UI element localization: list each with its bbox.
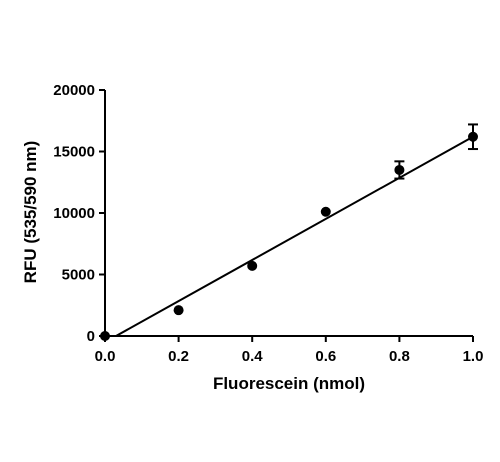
x-tick-label: 1.0 xyxy=(463,348,484,365)
y-tick-label: 15000 xyxy=(53,144,95,161)
data-point xyxy=(247,260,258,271)
y-axis-title: RFU (535/590 nm) xyxy=(21,141,40,284)
x-tick-label: 0.6 xyxy=(315,348,336,365)
data-point xyxy=(468,131,478,142)
x-tick-label: 0.8 xyxy=(389,348,410,365)
data-point xyxy=(320,206,331,217)
x-tick-label: 0.0 xyxy=(95,348,116,365)
data-point xyxy=(100,331,110,341)
x-axis-title: Fluorescein (nmol) xyxy=(213,374,365,393)
x-tick-label: 0.4 xyxy=(242,348,264,365)
y-tick-label: 5000 xyxy=(62,267,95,284)
plot-area: 0 5000 10000 15000 20000 0.0 0.2 0.4 0.6 0.8 1.0 xyxy=(53,82,483,365)
fit-line xyxy=(115,135,474,337)
x-tick-label: 0.2 xyxy=(168,348,189,365)
y-tick-label: 0 xyxy=(87,328,95,345)
data-point xyxy=(394,164,405,175)
y-tick-label: 10000 xyxy=(53,205,95,222)
data-point xyxy=(173,305,184,316)
y-tick-label: 20000 xyxy=(53,82,95,99)
